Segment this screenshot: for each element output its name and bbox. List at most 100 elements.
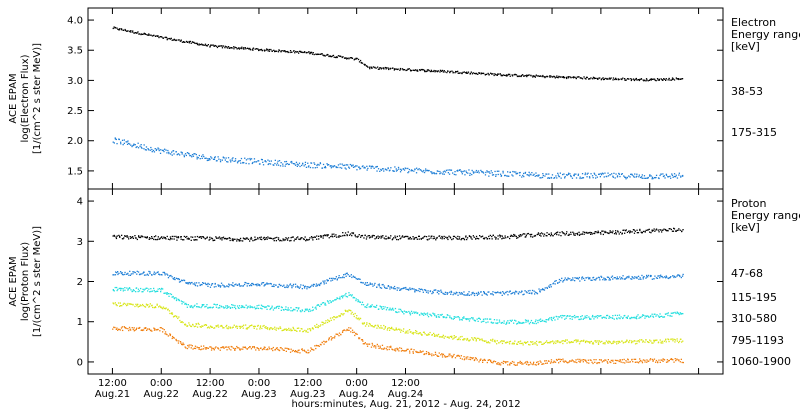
data-point <box>617 230 619 232</box>
data-point <box>268 328 271 331</box>
data-point <box>346 328 348 331</box>
data-point <box>407 238 410 240</box>
data-point <box>437 290 439 292</box>
data-point <box>196 235 199 238</box>
data-point <box>389 169 391 171</box>
data-point <box>244 306 246 309</box>
data-point <box>660 173 662 175</box>
electron-plot-frame <box>87 7 724 190</box>
data-point <box>413 288 415 290</box>
data-point <box>218 285 220 287</box>
data-point <box>512 342 514 344</box>
data-point <box>322 163 325 166</box>
data-point <box>441 291 443 293</box>
data-point <box>269 328 271 330</box>
data-point <box>234 160 237 162</box>
data-point <box>118 138 120 141</box>
data-point <box>236 305 239 307</box>
data-point <box>331 233 333 235</box>
data-point <box>210 306 212 308</box>
data-point <box>192 324 194 326</box>
data-point <box>445 356 447 358</box>
data-point <box>178 278 180 281</box>
data-point <box>545 319 547 321</box>
proton-series-115-195 <box>112 270 684 297</box>
data-point <box>265 306 267 308</box>
data-point <box>210 284 213 286</box>
data-point <box>359 167 362 170</box>
data-point <box>230 349 232 351</box>
data-point <box>396 311 398 314</box>
data-point <box>474 357 477 359</box>
data-point <box>143 32 145 34</box>
data-point <box>533 343 535 345</box>
data-point <box>146 273 149 275</box>
data-point <box>394 68 396 70</box>
data-point <box>586 362 588 364</box>
data-point <box>117 328 120 330</box>
data-point <box>275 50 277 52</box>
data-point <box>389 307 391 309</box>
data-point <box>133 144 135 146</box>
data-point <box>530 74 532 76</box>
xtick-date-label: Aug.23 <box>241 389 276 400</box>
data-point <box>612 359 614 361</box>
data-point <box>425 168 427 170</box>
data-point <box>669 276 671 279</box>
data-point <box>257 324 259 327</box>
data-point <box>239 349 241 351</box>
data-point <box>130 144 132 146</box>
proton-series-47-68 <box>112 227 684 242</box>
data-point <box>367 167 369 170</box>
data-point <box>397 68 399 70</box>
data-point <box>150 290 152 293</box>
data-point <box>483 238 485 240</box>
data-point <box>143 274 146 276</box>
data-point <box>368 343 371 345</box>
data-point <box>432 292 434 294</box>
data-point <box>621 173 623 175</box>
data-point <box>280 51 282 53</box>
data-point <box>371 325 373 327</box>
data-point <box>294 309 296 311</box>
data-point <box>200 283 202 286</box>
data-point <box>352 275 354 277</box>
data-point <box>296 163 298 165</box>
data-point <box>631 78 633 81</box>
data-point <box>425 313 427 315</box>
data-point <box>395 328 397 331</box>
data-point <box>654 275 656 277</box>
data-point <box>418 69 421 71</box>
data-point <box>534 75 536 77</box>
data-point <box>401 236 403 238</box>
data-point <box>468 235 471 237</box>
data-point <box>157 271 159 273</box>
data-point <box>415 172 418 174</box>
data-point <box>282 238 284 240</box>
data-point <box>484 318 486 320</box>
data-point <box>263 324 265 327</box>
data-point <box>665 277 667 279</box>
data-point <box>175 277 178 279</box>
data-point <box>320 282 322 284</box>
data-point <box>148 149 150 151</box>
data-point <box>435 172 438 175</box>
data-point <box>425 70 427 73</box>
data-point <box>252 48 254 50</box>
data-point <box>438 352 440 354</box>
data-point <box>377 284 379 286</box>
data-point <box>564 360 566 362</box>
data-point <box>472 293 474 295</box>
data-point <box>223 347 225 349</box>
data-point <box>465 71 468 73</box>
electron-ytick-label: 2.5 <box>67 106 83 117</box>
data-point <box>312 285 314 287</box>
data-point <box>661 79 663 81</box>
data-point <box>552 340 554 342</box>
data-point <box>618 172 620 175</box>
data-point <box>375 345 377 347</box>
data-point <box>460 170 462 172</box>
data-point <box>366 304 368 307</box>
data-point <box>234 347 237 350</box>
data-point <box>135 287 138 289</box>
